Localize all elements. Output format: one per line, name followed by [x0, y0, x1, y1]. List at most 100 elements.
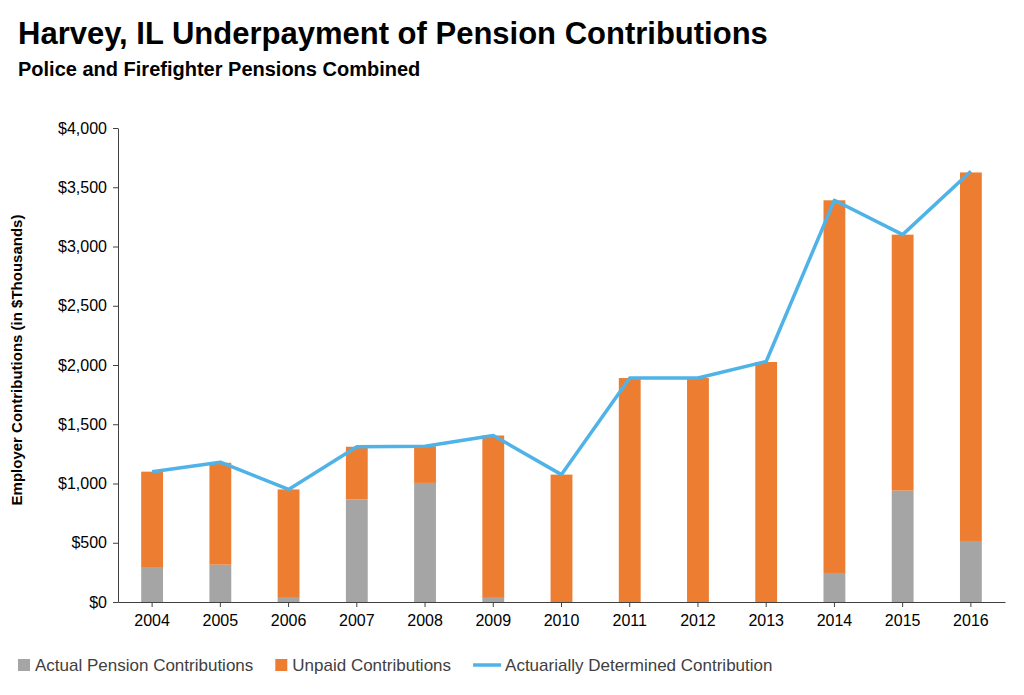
tick-mark	[425, 602, 426, 607]
tick-mark	[834, 602, 835, 607]
tick-label: 2012	[680, 612, 716, 629]
tick-mark	[356, 602, 357, 607]
tick-label: $3,000	[58, 238, 107, 255]
tick-mark	[113, 187, 118, 188]
bar	[551, 475, 573, 602]
tick-label: 2007	[339, 612, 375, 629]
legend-label: Actuarially Determined Contribution	[505, 656, 772, 675]
tick: $4,000	[58, 120, 118, 137]
bar	[141, 472, 163, 567]
bar	[141, 567, 163, 602]
tick-label: 2005	[203, 612, 239, 629]
tick-label: 2011	[613, 612, 648, 629]
tick-label: $2,500	[58, 297, 107, 314]
tick: 2008	[407, 602, 443, 629]
bar	[414, 446, 436, 483]
x-axis: 2004 2005 2006 2007 2008 2009 2010 2011 2012 2013…	[119, 602, 1006, 629]
tick-mark	[113, 128, 118, 129]
bar	[346, 499, 368, 602]
legend-swatch	[18, 659, 30, 671]
tick-mark	[113, 484, 118, 485]
tick-mark	[766, 602, 767, 607]
tick-label: 2016	[953, 612, 989, 629]
tick-label: 2013	[748, 612, 784, 629]
title: Harvey, IL Underpayment of Pension Contr…	[18, 16, 768, 51]
bar	[414, 483, 436, 602]
bar	[482, 598, 504, 602]
tick-label: 2010	[544, 612, 580, 629]
chart: Harvey, IL Underpayment of Pension Contr…	[0, 0, 1024, 695]
tick: 2012	[680, 602, 716, 629]
tick-mark	[288, 602, 289, 607]
bar	[278, 598, 300, 602]
legend: Actual Pension Contributions Unpaid Contr…	[18, 656, 772, 675]
tick-label: 2006	[271, 612, 307, 629]
tick: 2005	[203, 602, 239, 629]
tick-label: $500	[71, 534, 107, 551]
tick: 2015	[885, 602, 921, 629]
tick-mark	[113, 365, 118, 366]
tick-label: $2,000	[58, 357, 107, 374]
tick-label: 2009	[475, 612, 511, 629]
bar	[824, 200, 846, 573]
bar	[960, 172, 982, 541]
tick-label: $0	[89, 594, 107, 611]
bar	[824, 573, 846, 602]
tick: 2013	[748, 602, 784, 629]
y-axis: $0 $500 $1,000 $1,500 $2,000 $2,500 $3,000 $3,5…	[58, 120, 118, 611]
tick-label: 2015	[885, 612, 921, 629]
tick: $1,000	[58, 475, 118, 492]
tick: $3,000	[58, 238, 118, 255]
tick-mark	[493, 602, 494, 607]
line	[152, 171, 971, 489]
tick: 2010	[544, 602, 580, 629]
tick: $2,500	[58, 297, 118, 314]
tick-mark	[970, 602, 971, 607]
bar	[482, 436, 504, 598]
tick-label: $1,000	[58, 475, 107, 492]
bar	[346, 447, 368, 500]
bar	[278, 489, 300, 597]
tick: $1,500	[58, 416, 118, 433]
tick-mark	[220, 602, 221, 607]
tick-label: 2004	[134, 612, 170, 629]
bar	[209, 463, 231, 565]
tick: 2006	[271, 602, 307, 629]
tick-label: $1,500	[58, 416, 107, 433]
tick: 2011	[613, 602, 648, 629]
tick-mark	[113, 424, 118, 425]
plot-marks	[141, 171, 982, 602]
bar	[755, 362, 777, 602]
legend-label: Actual Pension Contributions	[35, 656, 253, 675]
bar	[209, 565, 231, 602]
tick: 2004	[134, 602, 170, 629]
bar	[892, 235, 914, 491]
tick-label: $3,500	[58, 179, 107, 196]
axis-line	[118, 129, 119, 603]
legend-label: Unpaid Contributions	[292, 656, 451, 675]
subtitle: Police and Firefighter Pensions Combined	[18, 58, 420, 80]
tick-label: 2008	[407, 612, 443, 629]
tick-mark	[113, 247, 118, 248]
tick-mark	[113, 543, 118, 544]
tick-mark	[113, 306, 118, 307]
y-axis-title: Employer Contributions (in $Thousands)	[8, 215, 25, 506]
tick-mark	[561, 602, 562, 607]
bar	[687, 378, 709, 602]
legend-swatch	[473, 663, 501, 667]
tick: $0	[89, 594, 118, 611]
bar	[619, 378, 641, 602]
tick-mark	[902, 602, 903, 607]
tick: 2007	[339, 602, 375, 629]
bar-series	[141, 172, 982, 602]
bar	[960, 541, 982, 602]
tick: 2009	[475, 602, 511, 629]
tick-mark	[113, 602, 118, 603]
tick-label: $4,000	[58, 120, 107, 137]
legend-swatch	[275, 659, 287, 671]
tick-mark	[629, 602, 630, 607]
tick: 2016	[953, 602, 989, 629]
bar	[892, 491, 914, 602]
tick-mark	[697, 602, 698, 607]
tick-mark	[152, 602, 153, 607]
